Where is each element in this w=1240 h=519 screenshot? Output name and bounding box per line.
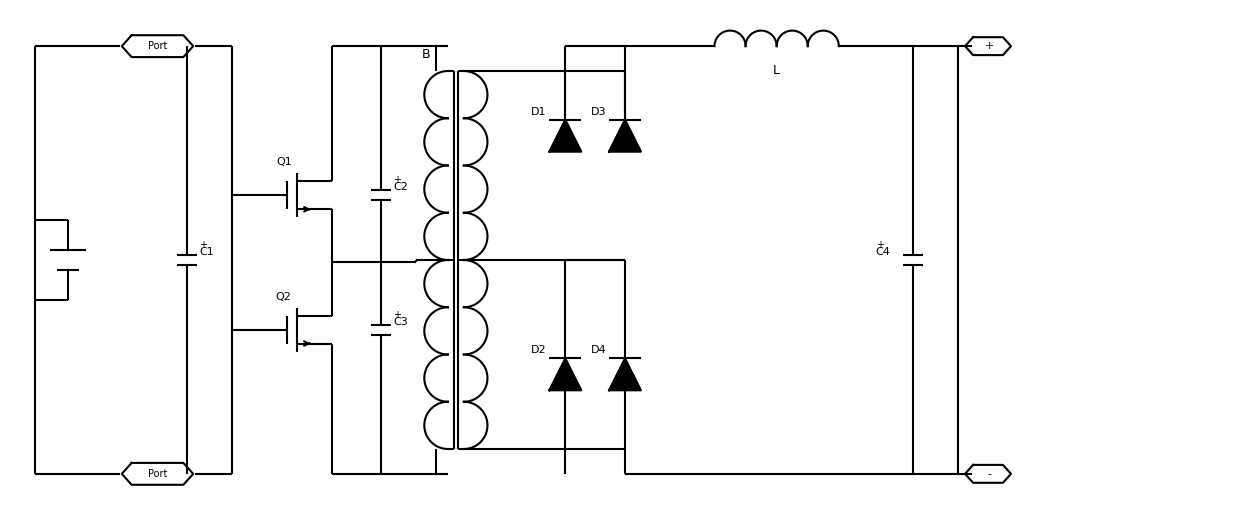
Text: D2: D2	[531, 346, 547, 356]
Text: B: B	[422, 48, 430, 61]
Text: -: -	[987, 469, 991, 479]
Text: +: +	[393, 175, 402, 185]
Text: D1: D1	[531, 107, 547, 117]
Text: C1: C1	[200, 247, 215, 257]
Text: +: +	[985, 41, 993, 51]
Text: D3: D3	[590, 107, 606, 117]
Polygon shape	[549, 359, 582, 390]
Text: +: +	[200, 240, 207, 250]
Text: Port: Port	[148, 41, 167, 51]
Text: C4: C4	[875, 247, 890, 257]
Text: +: +	[393, 310, 402, 320]
Polygon shape	[549, 120, 582, 152]
Text: L: L	[774, 64, 780, 77]
Text: Port: Port	[148, 469, 167, 479]
Polygon shape	[609, 120, 641, 152]
Text: C2: C2	[393, 182, 408, 193]
Text: Q2: Q2	[275, 292, 291, 302]
Text: Q1: Q1	[277, 157, 291, 168]
Polygon shape	[609, 359, 641, 390]
Text: +: +	[875, 240, 884, 250]
Text: C3: C3	[393, 317, 408, 326]
Text: D4: D4	[590, 346, 606, 356]
